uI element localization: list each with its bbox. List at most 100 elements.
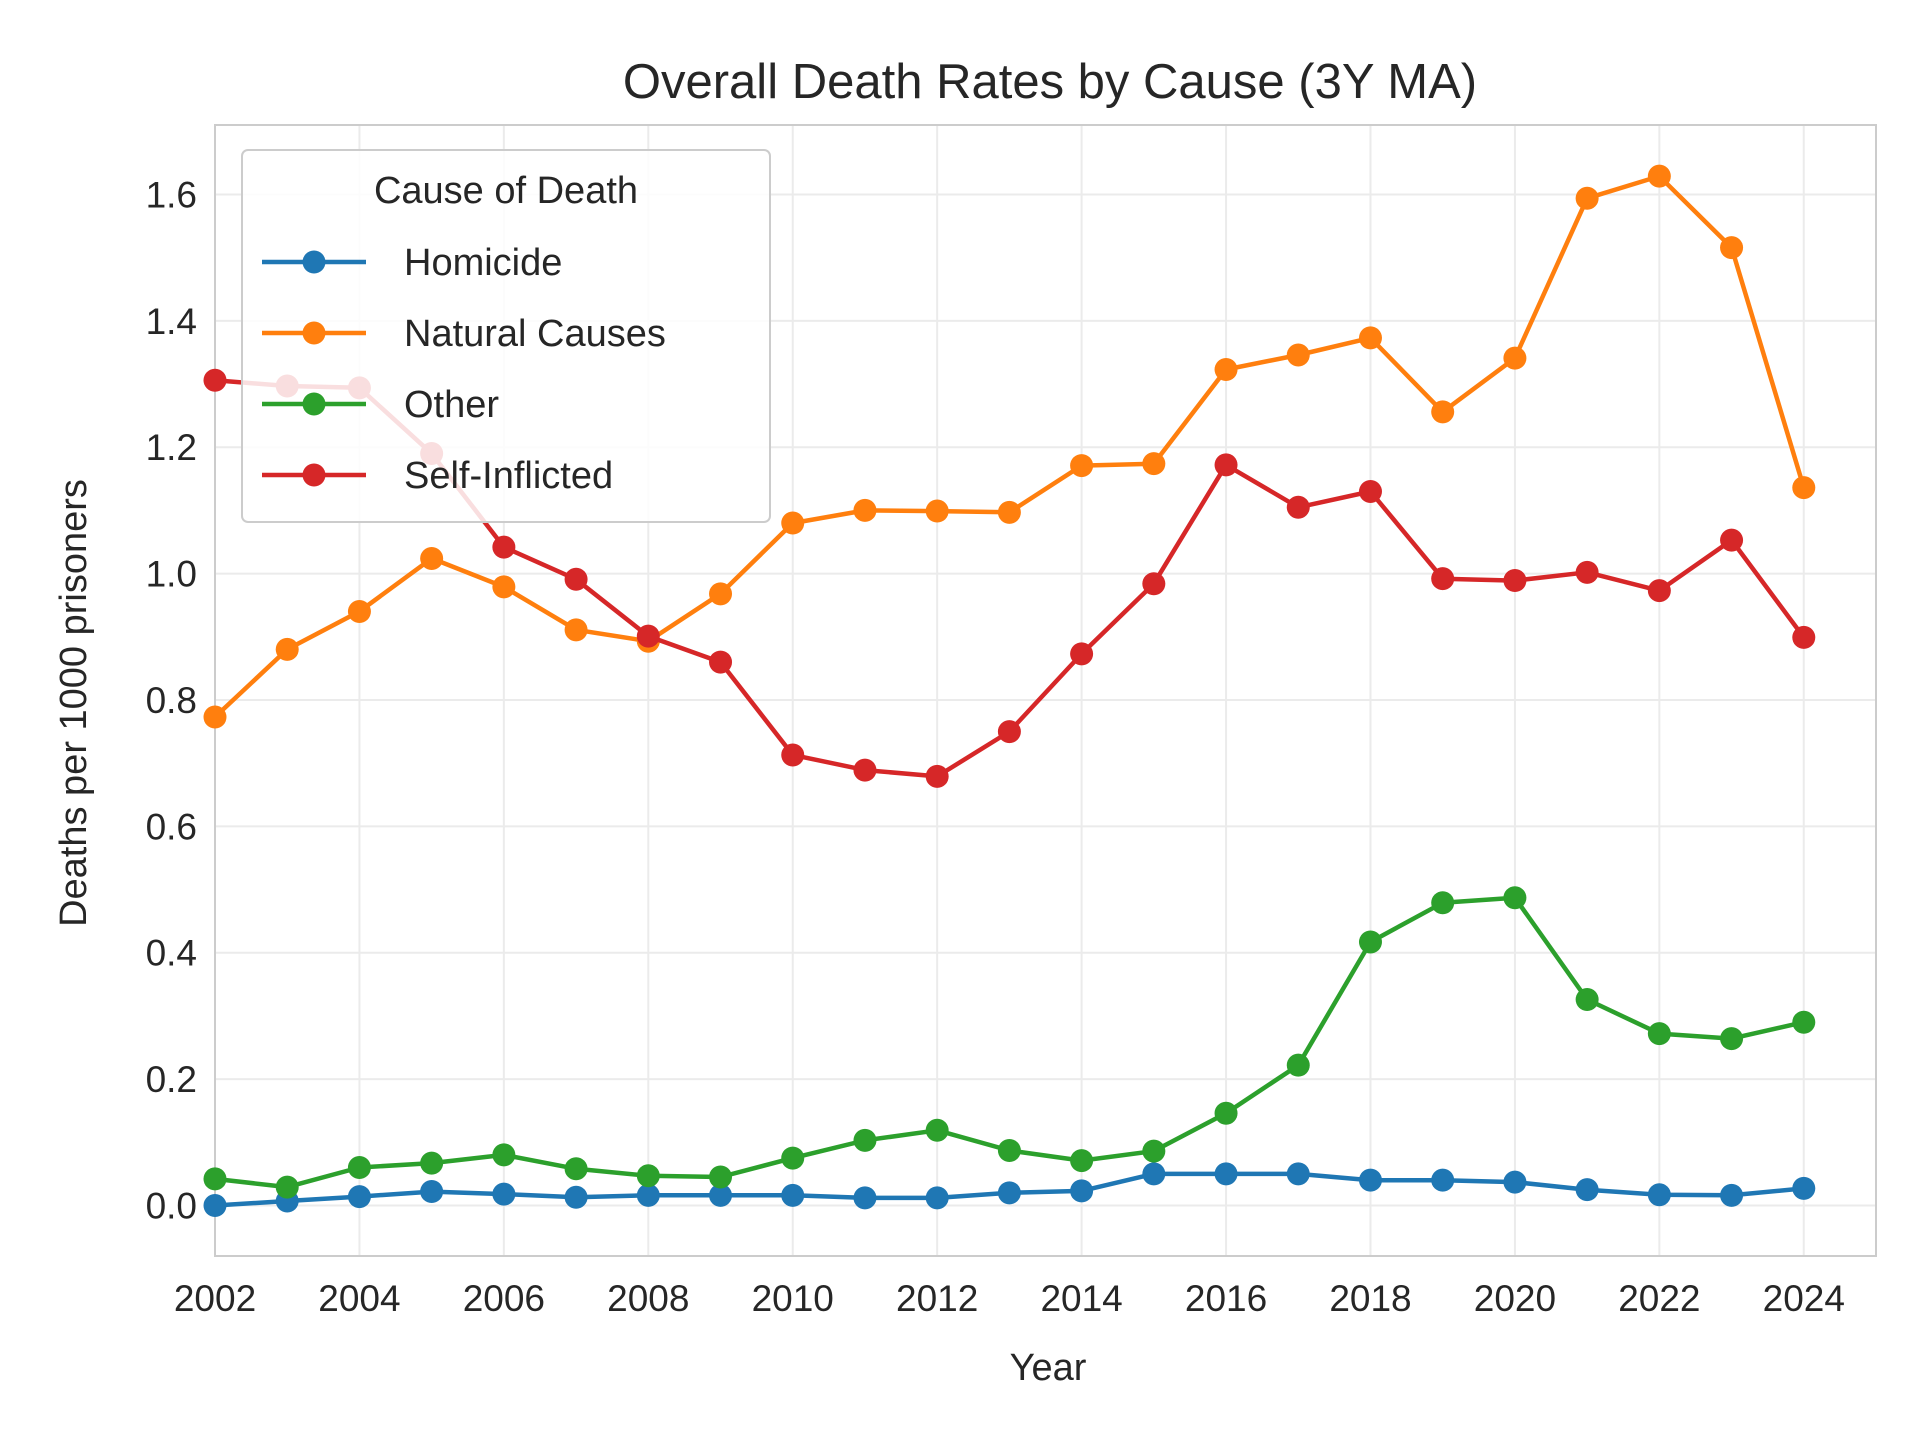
y-tick-label: 0.8 <box>146 680 197 721</box>
legend-swatch-marker <box>302 321 326 345</box>
x-tick-label: 2014 <box>1040 1278 1122 1319</box>
data-point-other <box>1647 1022 1671 1046</box>
data-point-other <box>781 1146 805 1170</box>
data-point-homicide <box>1720 1183 1744 1207</box>
data-point-self-inflicted <box>492 535 516 559</box>
data-point-self-inflicted <box>1431 567 1455 591</box>
data-point-self-inflicted <box>564 567 588 591</box>
data-point-natural-causes <box>1503 346 1527 370</box>
legend-entry-natural-causes: Natural Causes <box>262 313 666 355</box>
data-point-homicide <box>492 1182 516 1206</box>
data-point-self-inflicted <box>1070 642 1094 666</box>
legend-swatch-marker <box>302 392 326 416</box>
data-point-homicide <box>781 1183 805 1207</box>
data-point-other <box>1575 987 1599 1011</box>
data-point-homicide <box>1070 1179 1094 1203</box>
x-tick-label: 2018 <box>1329 1278 1411 1319</box>
data-point-other <box>1142 1139 1166 1163</box>
data-point-other <box>1070 1149 1094 1173</box>
data-point-natural-causes <box>1142 452 1166 476</box>
data-point-self-inflicted <box>1575 560 1599 584</box>
data-point-natural-causes <box>1647 164 1671 188</box>
data-point-natural-causes <box>1792 476 1816 500</box>
legend-box <box>241 149 771 523</box>
data-point-homicide <box>1792 1176 1816 1200</box>
y-tick-label: 1.4 <box>146 301 197 342</box>
data-point-natural-causes <box>1575 186 1599 210</box>
data-point-natural-causes <box>925 499 949 523</box>
data-point-self-inflicted <box>1358 479 1382 503</box>
data-point-self-inflicted <box>781 743 805 767</box>
data-point-other <box>1503 886 1527 910</box>
data-point-homicide <box>1431 1168 1455 1192</box>
data-point-other <box>492 1143 516 1167</box>
legend-swatch-marker <box>302 463 326 487</box>
data-point-other <box>709 1165 733 1189</box>
data-point-self-inflicted <box>1214 453 1238 477</box>
x-tick-label: 2002 <box>174 1278 256 1319</box>
legend-label: Self-Inflicted <box>404 455 613 497</box>
data-point-natural-causes <box>420 546 444 570</box>
data-point-natural-causes <box>997 500 1021 524</box>
data-point-natural-causes <box>492 575 516 599</box>
legend-label: Other <box>404 384 499 426</box>
legend-entry-other: Other <box>262 384 499 426</box>
data-point-other <box>1431 891 1455 915</box>
y-tick-label: 0.0 <box>146 1185 197 1226</box>
series-other <box>203 886 1816 1199</box>
data-point-other <box>1720 1027 1744 1051</box>
legend-swatch-marker <box>302 250 326 274</box>
data-point-homicide <box>636 1183 660 1207</box>
data-point-self-inflicted <box>636 624 660 648</box>
x-tick-label: 2024 <box>1763 1278 1845 1319</box>
data-point-homicide <box>853 1186 877 1210</box>
data-point-natural-causes <box>1286 343 1310 367</box>
data-point-natural-causes <box>564 618 588 642</box>
data-point-self-inflicted <box>1142 572 1166 596</box>
x-tick-label: 2022 <box>1618 1278 1700 1319</box>
y-tick-label: 0.6 <box>146 806 197 847</box>
tick-labels: 2002 2004 2006 2008 2010 2012 2014 2016 2018 2020… <box>146 175 1845 1319</box>
data-point-self-inflicted <box>1286 495 1310 519</box>
data-point-self-inflicted <box>997 720 1021 744</box>
data-point-self-inflicted <box>203 368 227 392</box>
data-point-homicide <box>347 1185 371 1209</box>
data-point-homicide <box>1142 1162 1166 1186</box>
y-tick-label: 1.0 <box>146 554 197 595</box>
data-point-natural-causes <box>709 582 733 606</box>
data-point-other <box>203 1167 227 1191</box>
data-point-self-inflicted <box>925 764 949 788</box>
data-point-self-inflicted <box>1792 625 1816 649</box>
legend-label: Natural Causes <box>404 313 666 355</box>
x-tick-label: 2010 <box>752 1278 834 1319</box>
data-point-other <box>420 1151 444 1175</box>
data-point-self-inflicted <box>1720 528 1744 552</box>
data-point-other <box>1792 1010 1816 1034</box>
data-point-self-inflicted <box>1647 579 1671 603</box>
series-natural-causes <box>203 164 1816 729</box>
data-point-natural-causes <box>853 498 877 522</box>
y-tick-label: 0.2 <box>146 1059 197 1100</box>
data-point-homicide <box>1647 1183 1671 1207</box>
data-point-other <box>275 1175 299 1199</box>
data-point-other <box>1286 1053 1310 1077</box>
data-point-natural-causes <box>1358 326 1382 350</box>
data-point-self-inflicted <box>853 758 877 782</box>
y-tick-label: 1.2 <box>146 427 197 468</box>
x-tick-label: 2006 <box>463 1278 545 1319</box>
data-point-homicide <box>203 1193 227 1217</box>
y-axis-label: Deaths per 1000 prisoners <box>53 479 95 927</box>
legend-title: Cause of Death <box>374 170 638 212</box>
data-point-other <box>636 1164 660 1188</box>
data-point-other <box>997 1138 1021 1162</box>
x-tick-label: 2016 <box>1185 1278 1267 1319</box>
data-point-other <box>853 1128 877 1152</box>
data-point-natural-causes <box>347 600 371 624</box>
data-point-homicide <box>564 1185 588 1209</box>
data-point-other <box>925 1118 949 1142</box>
legend: Cause of Death Homicide Natural Causes Oth… <box>241 149 771 523</box>
data-point-homicide <box>420 1180 444 1204</box>
data-point-natural-causes <box>1431 400 1455 424</box>
data-point-natural-causes <box>1720 236 1744 260</box>
